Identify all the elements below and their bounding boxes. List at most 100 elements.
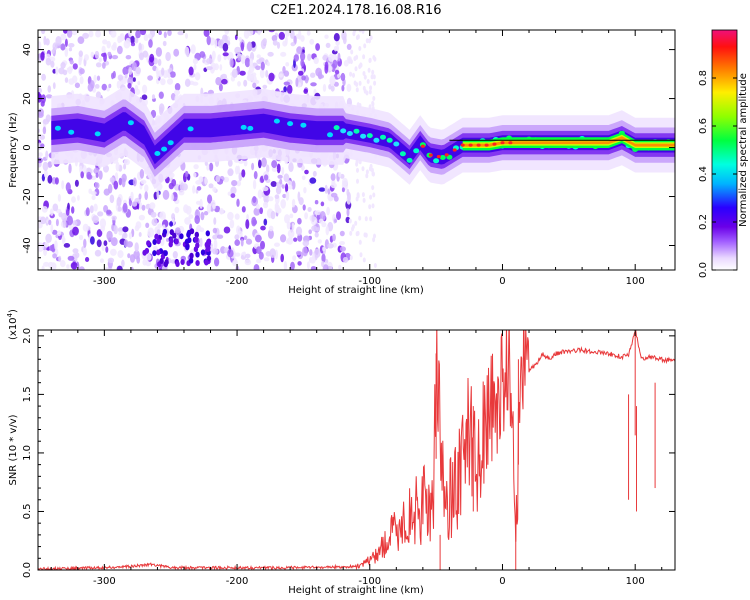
spectrogram-speckle [274,194,280,199]
snr-y-scale-exponent: 4 [6,312,14,317]
spectrogram-speckle [361,192,365,198]
spectrogram-speckle [368,38,371,44]
spectrogram-speckle [195,251,200,258]
spectrogram-speckle [48,219,52,226]
spectrogram-speckle [277,174,283,179]
spectrogram-speckle [146,240,151,247]
spectrogram-speckle [112,42,117,49]
spectrogram-speckle [167,73,171,79]
spectrogram-speckle [185,33,188,39]
spectrogram-speckle [372,171,375,177]
spectrogram-speckle [57,230,62,237]
spectrogram-speckle [219,64,223,71]
spectrogram-speckle [234,46,242,55]
spectrogram-speckle [165,51,171,62]
spectrogram-speckle [163,250,168,257]
spectrogram-speckle [314,210,322,216]
spectrogram-speckle [289,213,294,219]
spectrogram-speckle [102,39,108,45]
spectrogram-speckle [160,78,166,86]
spectrogram-speckle [52,253,57,259]
spectrogram-speckle [71,220,78,226]
spectrogram-speckle [50,60,55,68]
spectrogram-speckle [224,30,230,35]
spectrogram-speckle [251,162,255,171]
spectrogram-speckle [85,257,90,262]
spectrogram-speckle [337,52,341,62]
spectrogram-speckle [122,226,129,233]
spectrogram-speckle [147,33,152,39]
spectrogram-speckle [71,196,76,203]
x-tick-label: 100 [626,276,645,287]
spectrogram-speckle [77,195,80,201]
spectrogram-peak [154,151,161,156]
spectrogram-speckle [245,253,251,259]
y-tick-label: -40 [22,237,33,253]
spectrogram-speckle [55,66,59,75]
spectrogram-speckle [57,194,62,202]
spectrogram-speckle [324,61,329,71]
spectrogram-speckle [195,209,199,216]
spectrogram-speckle [359,62,363,68]
spectrogram-speckle [322,264,329,270]
spectrogram-speckle [271,160,278,169]
spectrogram-speckle [188,257,194,264]
spectrogram-speckle [368,204,372,210]
spectrogram-speckle [114,172,119,181]
spectrogram-peak [393,141,400,147]
snr-y-scale-prefix: (x10 [8,317,19,340]
spectrogram-speckle [103,240,108,247]
spectrogram-speckle [168,182,174,190]
spectrogram-speckle [200,211,205,221]
spectrogram-speckle [244,57,251,68]
spectrogram-peak [386,137,393,143]
spectrogram-speckle [50,262,57,270]
spectrogram-speckle [172,251,178,259]
spectrogram-speckle [308,257,312,263]
spectrogram-speckle [163,31,167,39]
spectrogram-speckle [321,253,326,263]
spectrogram-speckle [193,172,197,178]
spectrogram-speckle [266,61,270,67]
spectrogram-speckle [334,69,340,75]
x-tick-label: 0 [499,576,505,587]
spectrogram-speckle [204,259,209,266]
spectrogram-speckle [313,248,321,258]
spectrogram-speckle [111,72,115,80]
spectrogram-speckle [291,198,296,208]
spectrogram-speckle [152,239,157,245]
spectrogram-speckle [328,53,334,62]
spectrogram-speckle [255,246,262,255]
spectrogram-speckle [319,211,326,221]
spectrogram-speckle [61,180,65,190]
spectrogram-speckle [212,227,218,234]
spectrogram-speckle [206,255,212,262]
spectrogram-speckle [198,176,204,183]
spectrogram-speckle [325,42,331,49]
spectrogram-speckle [269,248,276,258]
spectrogram-speckle [326,206,330,216]
spectrogram-speckle [307,207,312,212]
figure-title: C2E1.2024.178.16.08.R16 [270,3,441,18]
spectrogram-speckle [118,231,123,236]
spectrogram-speckle [340,72,346,82]
spectrogram-speckle [207,194,213,204]
spectrogram-speckle [68,43,75,48]
spectrogram-speckle [364,216,368,222]
y-tick-label: 0 [22,144,33,150]
spectrogram-speckle [206,203,212,213]
spectrogram-speckle [310,72,316,78]
spectrogram-speckle [44,242,49,248]
spectrogram-speckle [155,47,162,57]
spectrogram-speckle [119,33,123,43]
spectrogram-speckle [362,197,366,203]
spectrogram-speckle [135,66,141,75]
spectrogram-speckle [270,181,277,187]
spectrogram-speckle [82,223,89,232]
spectrogram-peak [373,137,380,143]
spectrogram-speckle [195,260,200,266]
spectrogram-speckle [185,244,190,251]
spectrogram-speckle [126,241,133,248]
spectrogram-speckle [281,167,285,176]
spectrogram-speckle [110,237,118,247]
